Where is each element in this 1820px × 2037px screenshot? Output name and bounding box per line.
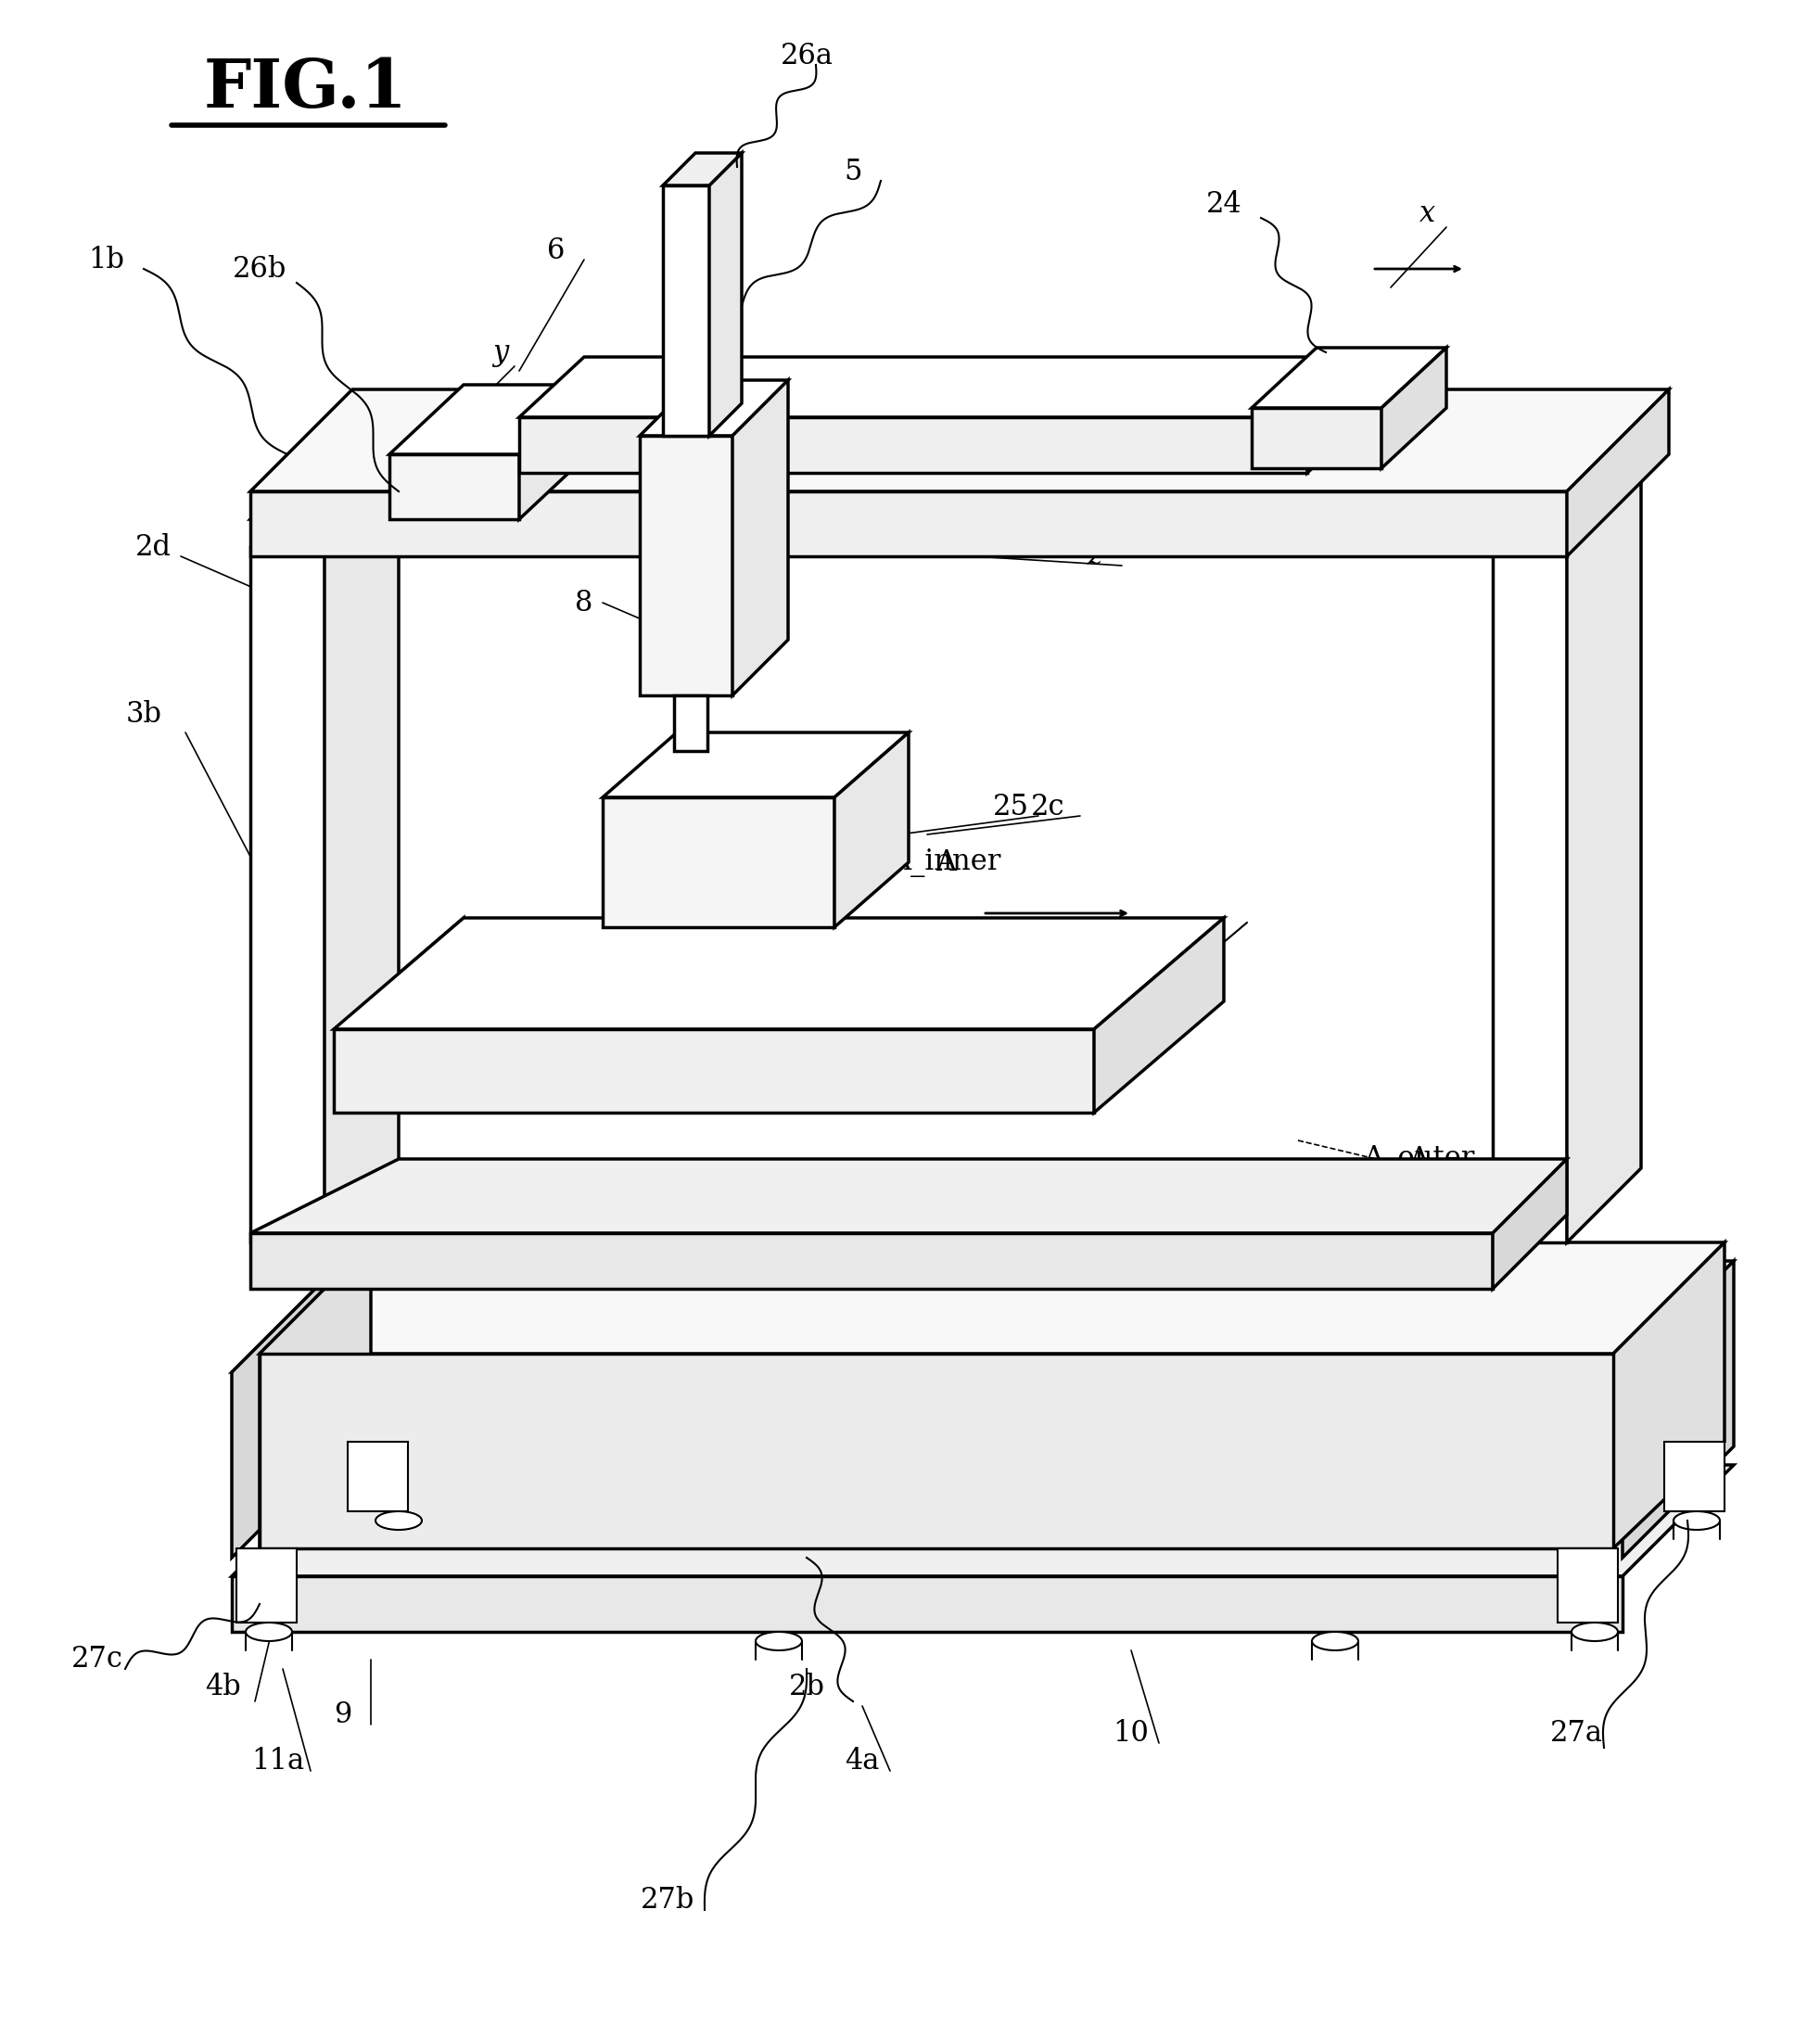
Text: 2d: 2d [135,532,171,562]
Polygon shape [1613,1243,1725,1548]
Polygon shape [1567,473,1642,1243]
Text: 27a: 27a [1551,1719,1603,1748]
Polygon shape [251,444,399,519]
Polygon shape [251,491,1567,556]
Text: 1a: 1a [1578,440,1613,469]
Text: 27b: 27b [641,1886,695,1915]
Polygon shape [237,1548,297,1623]
Text: 4b: 4b [204,1672,240,1701]
Text: A: A [1409,1145,1429,1173]
Polygon shape [602,796,834,927]
Polygon shape [602,733,908,796]
Text: 3b: 3b [126,699,162,729]
Text: 11a: 11a [251,1748,304,1776]
Polygon shape [519,356,1372,418]
Polygon shape [1381,348,1447,469]
Text: A_outer: A_outer [1363,1145,1474,1173]
Ellipse shape [755,1632,803,1650]
Text: 2c: 2c [1030,792,1065,821]
Text: 8: 8 [575,589,593,617]
Polygon shape [710,153,743,436]
Text: A: A [935,847,956,876]
Text: 27c: 27c [71,1646,124,1674]
Polygon shape [1492,548,1567,1243]
Text: 9: 9 [335,1701,351,1729]
Polygon shape [1252,348,1447,407]
Polygon shape [1663,1442,1725,1511]
Text: x: x [1420,200,1436,228]
Polygon shape [231,1261,342,1558]
Polygon shape [641,381,788,436]
Text: 7: 7 [408,422,426,450]
Text: 6: 6 [548,236,566,265]
Polygon shape [673,695,708,752]
Text: 4a: 4a [844,1748,879,1776]
Ellipse shape [375,1511,422,1530]
Ellipse shape [246,1623,291,1642]
Polygon shape [1567,389,1669,556]
Polygon shape [1492,1159,1567,1289]
Text: 2a: 2a [1540,654,1574,682]
Polygon shape [231,1577,1622,1632]
Polygon shape [519,385,593,519]
Text: 1b: 1b [89,244,126,275]
Polygon shape [389,454,519,519]
Text: 5: 5 [844,157,863,185]
Text: 26b: 26b [233,255,288,283]
Polygon shape [834,733,908,927]
Polygon shape [260,1243,371,1548]
Text: 24: 24 [1207,189,1241,218]
Polygon shape [732,381,788,695]
Polygon shape [1558,1548,1618,1623]
Polygon shape [324,473,399,1243]
Polygon shape [251,1159,1567,1232]
Text: 10: 10 [1114,1719,1148,1748]
Polygon shape [231,1261,1734,1373]
Polygon shape [333,919,464,1112]
Text: 3a: 3a [1549,894,1585,923]
Polygon shape [641,436,732,695]
Polygon shape [251,548,324,1243]
Polygon shape [333,1029,1094,1112]
Polygon shape [662,153,743,185]
Text: FIG.1: FIG.1 [204,55,408,120]
Text: y: y [493,338,508,367]
Polygon shape [1307,356,1372,473]
Polygon shape [1094,919,1223,1112]
Polygon shape [260,1243,1725,1355]
Text: 25: 25 [992,792,1028,821]
Polygon shape [251,1232,1492,1289]
Ellipse shape [1674,1511,1720,1530]
Polygon shape [1622,1261,1734,1558]
Polygon shape [260,1355,1613,1548]
Polygon shape [1252,407,1381,469]
Ellipse shape [1571,1623,1618,1642]
Text: 2b: 2b [788,1672,824,1701]
Polygon shape [251,389,1669,491]
Text: 26a: 26a [781,41,834,69]
Polygon shape [662,185,710,436]
Text: z: z [1087,542,1101,570]
Text: A_inner: A_inner [890,847,1001,876]
Polygon shape [348,1442,408,1511]
Polygon shape [519,418,1307,473]
Polygon shape [231,1465,1734,1577]
Ellipse shape [1312,1632,1358,1650]
Polygon shape [333,919,1223,1029]
Polygon shape [389,385,593,454]
